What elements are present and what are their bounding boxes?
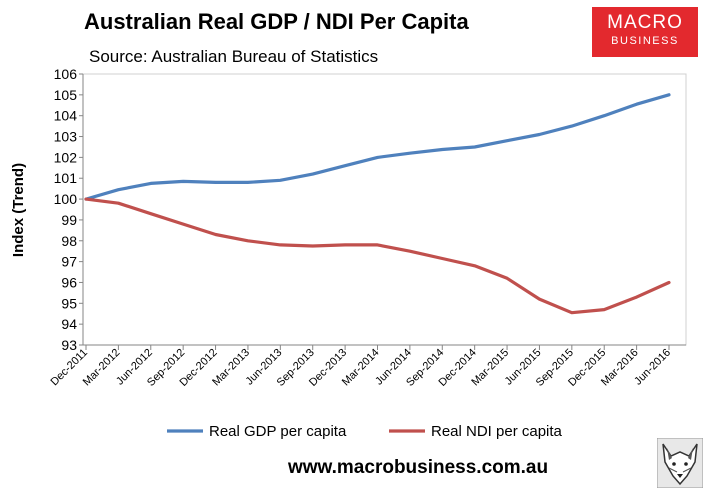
series-2-point (635, 295, 638, 299)
series-1-point (635, 103, 638, 106)
chart-title: Australian Real GDP / NDI Per Capita (84, 9, 469, 34)
series-2-point (603, 308, 606, 311)
series-1-point (441, 148, 444, 151)
y-tick-label: 93 (61, 337, 77, 353)
series-1-point (279, 179, 282, 182)
y-tick-label: 97 (61, 254, 77, 270)
footer-url: www.macrobusiness.com.au (288, 457, 549, 478)
series-1-point (376, 156, 379, 159)
x-axis: Dec-2011Mar-2012Jun-2012Sep-2012Dec-2012… (48, 344, 686, 389)
series-2-point (311, 244, 314, 248)
series-1-point (117, 188, 120, 191)
series-2-point (505, 277, 509, 280)
fox-logo-icon (657, 438, 703, 488)
series-1-point (408, 152, 412, 155)
y-tick-label: 98 (61, 233, 77, 249)
series-2-point (214, 233, 217, 236)
series-1-point (343, 164, 347, 167)
chart-subtitle: Source: Australian Bureau of Statistics (89, 47, 379, 66)
series-1-point (667, 93, 671, 97)
logo-line-2: BUSINESS (611, 35, 679, 47)
series-1-point (473, 145, 476, 149)
series-layer (84, 93, 671, 315)
macrobusiness-logo: MACRO BUSINESS (592, 7, 698, 57)
series-1-point (246, 181, 250, 184)
series-2-point (408, 249, 412, 253)
y-tick-label: 99 (61, 212, 77, 228)
legend: Real GDP per capita Real NDI per capita (167, 423, 563, 440)
series-2-point (117, 202, 120, 205)
legend-label-1: Real GDP per capita (209, 423, 347, 440)
y-tick-label: 94 (61, 316, 77, 332)
series-2-point (246, 239, 250, 242)
y-tick-label: 100 (54, 191, 78, 207)
series-1-point (603, 114, 606, 117)
y-tick-label: 102 (54, 149, 78, 165)
y-tick-label: 104 (54, 108, 78, 124)
series-2-point (279, 243, 282, 247)
y-tick-label: 106 (54, 66, 78, 82)
series-1-point (181, 180, 185, 183)
series-2-point (570, 311, 574, 314)
logo-line-1: MACRO (607, 12, 683, 33)
y-tick-label: 105 (54, 87, 78, 103)
series-2-point (441, 257, 444, 260)
series-1-point (311, 172, 314, 176)
series-1-point (505, 139, 509, 142)
series-2-point (84, 197, 88, 201)
y-axis-label: Index (Trend) (10, 163, 27, 257)
series-1-point (570, 124, 574, 128)
series-2-point (181, 222, 185, 226)
series-2-point (343, 243, 347, 247)
y-tick-label: 96 (61, 274, 77, 290)
series-2-point (376, 243, 379, 247)
y-axis: 93 94 95 96 97 98 99 100 101 102 103 104 105 106 (54, 66, 84, 353)
y-tick-label: 101 (54, 170, 78, 186)
y-tick-label: 95 (61, 295, 77, 311)
series-2-point (149, 212, 152, 215)
series-2-point (667, 281, 671, 284)
plot-area (82, 73, 687, 346)
series-1-point (214, 181, 217, 184)
series-2-point (473, 264, 476, 267)
y-tick-label: 103 (54, 129, 78, 145)
legend-label-2: Real NDI per capita (431, 423, 563, 440)
series-1-point (149, 182, 152, 185)
series-2-point (538, 297, 541, 301)
series-1-point (538, 133, 541, 136)
